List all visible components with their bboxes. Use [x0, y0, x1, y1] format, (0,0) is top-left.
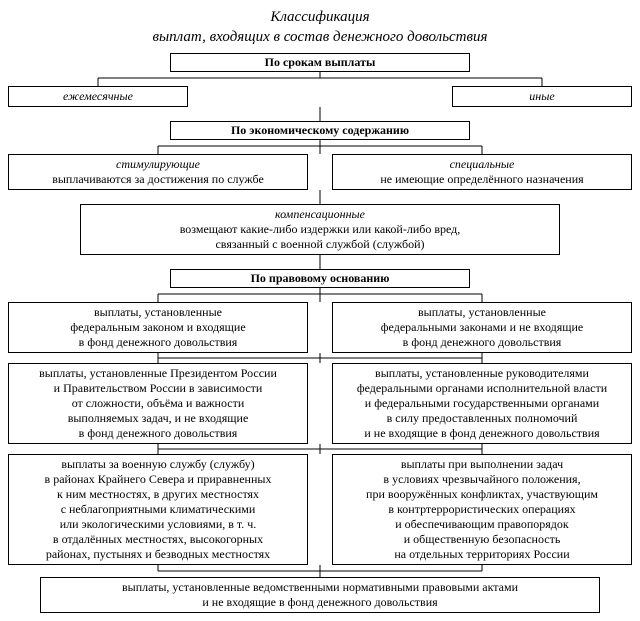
s3-r1-left: выплаты, установленные федеральным закон…: [8, 302, 308, 353]
connector-s1: [8, 72, 632, 86]
s2-right: специальные не имеющие определённого наз…: [332, 154, 632, 190]
s2-left: стимулирующие выплачиваются за достижени…: [8, 154, 308, 190]
s3-r3-left: выплаты за военную службу (службу) в рай…: [8, 454, 308, 565]
s3-r2-right: выплаты, установленные руководителями фе…: [332, 363, 632, 444]
s3-r2-left: выплаты, установленные Президентом Росси…: [8, 363, 308, 444]
s2-bottom-b1: возмещают какие-либо издержки или какой-…: [180, 222, 461, 236]
connector-s3-bottom: [8, 565, 632, 577]
s1-left: ежемесячные: [8, 86, 188, 107]
connector-s1-to-s2: [8, 107, 632, 121]
s3-r1-right: выплаты, установленные федеральными зако…: [332, 302, 632, 353]
connector-s2-to-s3: [8, 255, 632, 269]
s2-right-title: специальные: [450, 157, 515, 171]
s1-right-text: иные: [529, 89, 554, 103]
section1-header: По срокам выплаты: [170, 53, 470, 72]
s2-right-body: не имеющие определённого назначения: [380, 172, 583, 186]
s2-left-body: выплачиваются за достижения по службе: [52, 172, 264, 186]
title-line2: выплат, входящих в состав денежного дово…: [153, 29, 488, 45]
connector-s2-mid: [8, 190, 632, 204]
section2-header-text: По экономическому содержанию: [231, 123, 409, 137]
section2-header: По экономическому содержанию: [170, 121, 470, 140]
s2-bottom-title: компенсационные: [275, 207, 365, 221]
s1-right: иные: [452, 86, 632, 107]
section3-header: По правовому основанию: [170, 269, 470, 288]
s2-bottom-b2: связанный с военной службой (службой): [215, 237, 424, 251]
s3-r3-right: выплаты при выполнении задач в условиях …: [332, 454, 632, 565]
section3-header-text: По правовому основанию: [251, 271, 390, 285]
connector-s2-top: [8, 140, 632, 154]
diagram-title: Классификация выплат, входящих в состав …: [8, 8, 632, 47]
s2-left-title: стимулирующие: [116, 157, 200, 171]
connector-s3-r1r2: [8, 353, 632, 363]
s2-bottom: компенсационные возмещают какие-либо изд…: [80, 204, 560, 255]
title-line1: Классификация: [270, 9, 369, 25]
connector-s3-r2r3: [8, 444, 632, 454]
section1-header-text: По срокам выплаты: [265, 55, 376, 69]
connector-s3-top: [8, 288, 632, 302]
s3-bottom: выплаты, установленные ведомственными но…: [40, 577, 600, 613]
s1-left-text: ежемесячные: [63, 89, 133, 103]
